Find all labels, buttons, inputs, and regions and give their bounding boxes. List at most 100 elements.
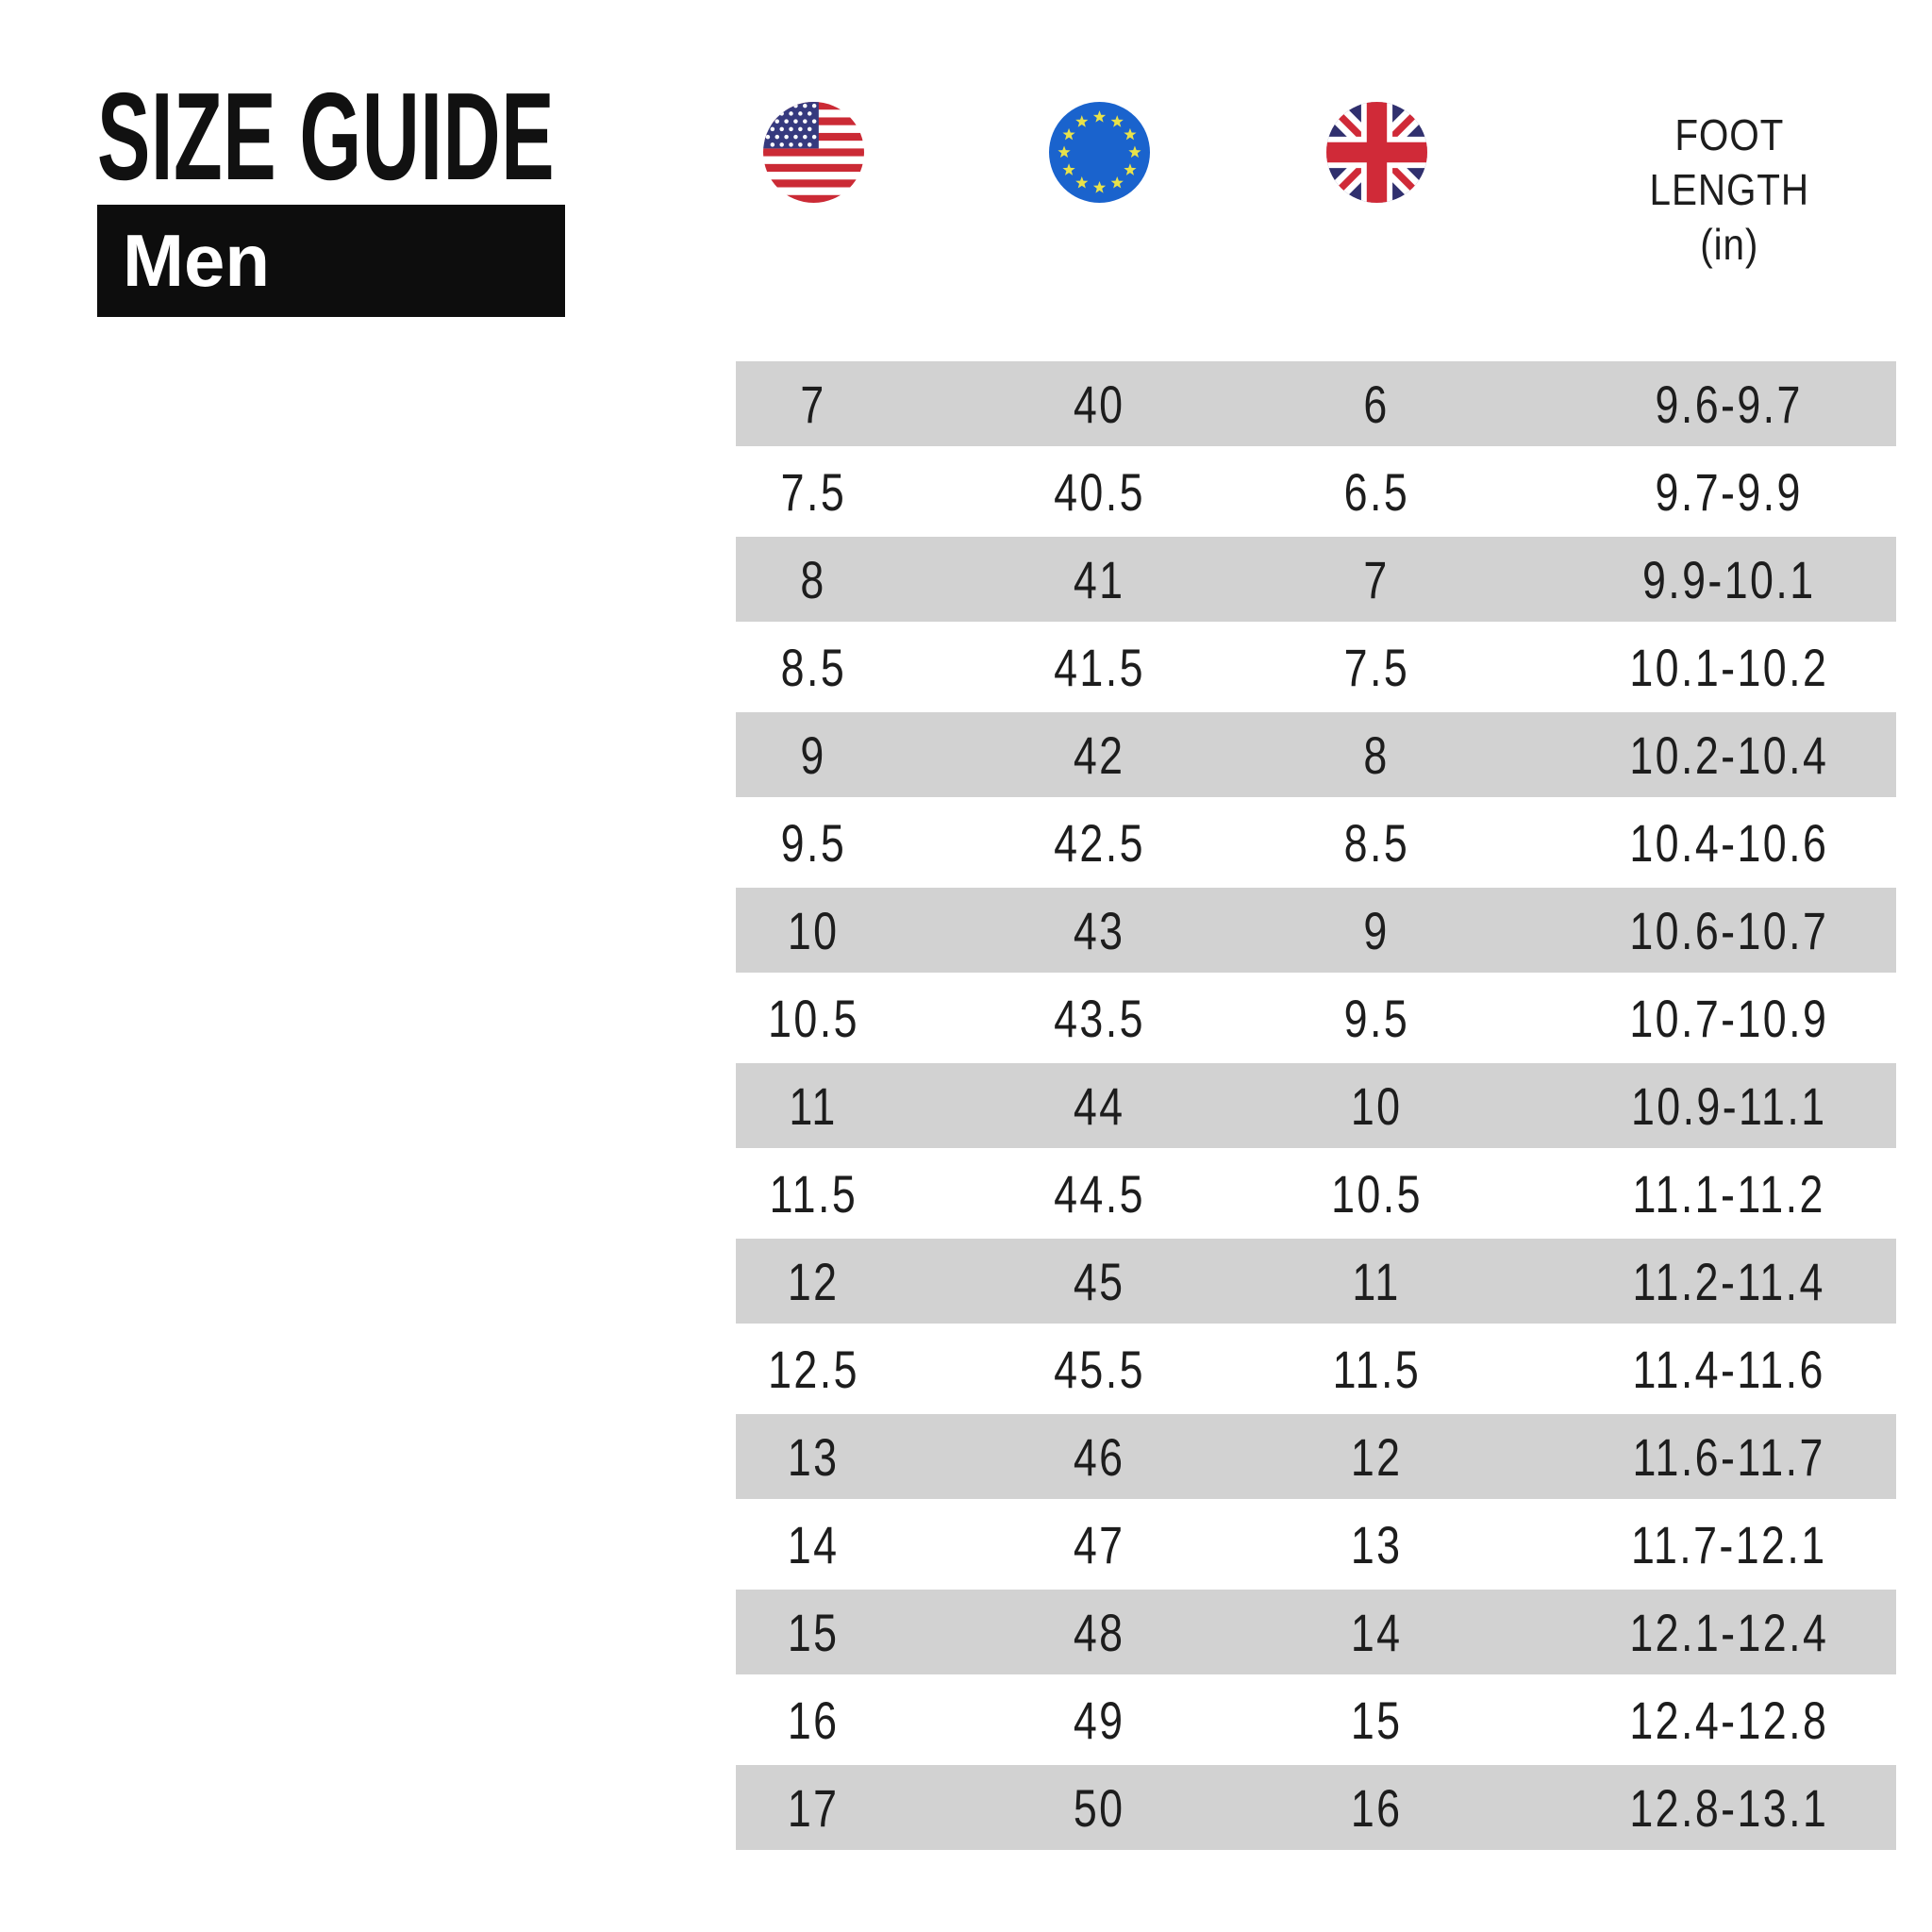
cell-value: 10.1-10.2 [1629,637,1829,697]
cell-foot-length-in: 10.9-11.1 [1445,1063,1896,1148]
cell-us: 9 [736,712,891,797]
cell-value: 43.5 [1053,988,1145,1048]
cell-value: 10.9-11.1 [1631,1075,1827,1136]
size-row: 8 41 7 9.9-10.1 [736,537,1896,622]
cell-value: 7.5 [1343,637,1409,697]
cell-us: 11.5 [736,1151,891,1236]
cell-foot-length-in: 12.4-12.8 [1445,1677,1896,1762]
cell-uk: 9 [1307,888,1445,973]
cell-value: 41 [1073,549,1125,609]
cell-foot-length-in: 10.7-10.9 [1445,975,1896,1060]
cell-value: 9.5 [780,812,846,873]
cell-value: 42 [1073,724,1125,785]
cell-foot-length-in: 12.1-12.4 [1445,1590,1896,1674]
cell-value: 44.5 [1053,1163,1145,1224]
cell-value: 8.5 [1343,812,1409,873]
cell-us: 15 [736,1590,891,1674]
cell-value: 11.6-11.7 [1632,1426,1826,1487]
cell-value: 9 [800,724,826,785]
cell-uk: 10.5 [1307,1151,1445,1236]
cell-value: 9.6-9.7 [1655,374,1804,434]
cell-value: 8.5 [780,637,846,697]
cell-value: 42.5 [1053,812,1145,873]
cell-uk: 7 [1307,537,1445,622]
cell-value: 45.5 [1053,1339,1145,1399]
cell-value: 10 [1350,1075,1403,1136]
cell-value: 9.5 [1343,988,1409,1048]
cell-eu: 43.5 [891,975,1307,1060]
cell-foot-length-in: 9.9-10.1 [1445,537,1896,622]
size-row: 10.5 43.5 9.5 10.7-10.9 [736,975,1896,1060]
cell-value: 40.5 [1053,461,1145,522]
cell-us: 8 [736,537,891,622]
cell-eu: 47 [891,1502,1307,1587]
cell-value: 49 [1073,1690,1125,1750]
cell-value: 10.5 [767,988,859,1048]
cell-value: 11.4-11.6 [1632,1339,1826,1399]
cell-foot-length-in: 10.4-10.6 [1445,800,1896,885]
cell-value: 9.9-10.1 [1642,549,1816,609]
cell-eu: 42.5 [891,800,1307,885]
size-row: 9 42 8 10.2-10.4 [736,712,1896,797]
size-row: 11 44 10 10.9-11.1 [736,1063,1896,1148]
cell-uk: 7.5 [1307,625,1445,709]
cell-uk: 8.5 [1307,800,1445,885]
cell-eu: 41 [891,537,1307,622]
cell-value: 12.4-12.8 [1629,1690,1829,1750]
cell-value: 8 [1363,724,1390,785]
size-row: 7.5 40.5 6.5 9.7-9.9 [736,449,1896,534]
size-row: 7 40 6 9.6-9.7 [736,361,1896,446]
cell-eu: 44 [891,1063,1307,1148]
cell-eu: 44.5 [891,1151,1307,1236]
cell-eu: 46 [891,1414,1307,1499]
cell-uk: 6 [1307,361,1445,446]
cell-uk: 10 [1307,1063,1445,1148]
cell-uk: 11.5 [1307,1326,1445,1411]
cell-value: 11.5 [1332,1339,1421,1399]
cell-us: 10.5 [736,975,891,1060]
cell-uk: 11 [1307,1239,1445,1324]
cell-us: 7 [736,361,891,446]
cell-us: 12 [736,1239,891,1324]
cell-value: 9 [1363,900,1390,960]
cell-foot-length-in: 11.4-11.6 [1445,1326,1896,1411]
cell-value: 11.1-11.2 [1632,1163,1826,1224]
cell-value: 44 [1073,1075,1125,1136]
cell-value: 6 [1363,374,1390,434]
size-row: 13 46 12 11.6-11.7 [736,1414,1896,1499]
size-row: 12.5 45.5 11.5 11.4-11.6 [736,1326,1896,1411]
cell-foot-length-in: 9.6-9.7 [1445,361,1896,446]
cell-uk: 12 [1307,1414,1445,1499]
cell-us: 8.5 [736,625,891,709]
cell-value: 11 [1352,1251,1401,1311]
cell-value: 9.7-9.9 [1655,461,1804,522]
size-row: 8.5 41.5 7.5 10.1-10.2 [736,625,1896,709]
cell-value: 10.2-10.4 [1629,724,1829,785]
cell-value: 11.5 [769,1163,858,1224]
cell-value: 14 [1350,1602,1403,1662]
size-row: 15 48 14 12.1-12.4 [736,1590,1896,1674]
cell-eu: 40 [891,361,1307,446]
size-row: 17 50 16 12.8-13.1 [736,1765,1896,1850]
cell-value: 46 [1073,1426,1125,1487]
cell-value: 7.5 [780,461,846,522]
cell-value: 11.7-12.1 [1631,1514,1827,1574]
cell-value: 6.5 [1343,461,1409,522]
cell-value: 50 [1073,1777,1125,1838]
cell-foot-length-in: 10.2-10.4 [1445,712,1896,797]
cell-uk: 15 [1307,1677,1445,1762]
cell-eu: 49 [891,1677,1307,1762]
cell-uk: 13 [1307,1502,1445,1587]
cell-foot-length-in: 11.7-12.1 [1445,1502,1896,1587]
eu-flag-icon [1048,102,1150,203]
cell-us: 13 [736,1414,891,1499]
cell-value: 10 [787,900,840,960]
cell-us: 11 [736,1063,891,1148]
cell-value: 16 [1350,1777,1403,1838]
cell-eu: 41.5 [891,625,1307,709]
page-title: SIZE GUIDE [97,67,556,206]
cell-uk: 6.5 [1307,449,1445,534]
size-row: 11.5 44.5 10.5 11.1-11.2 [736,1151,1896,1236]
cell-us: 16 [736,1677,891,1762]
